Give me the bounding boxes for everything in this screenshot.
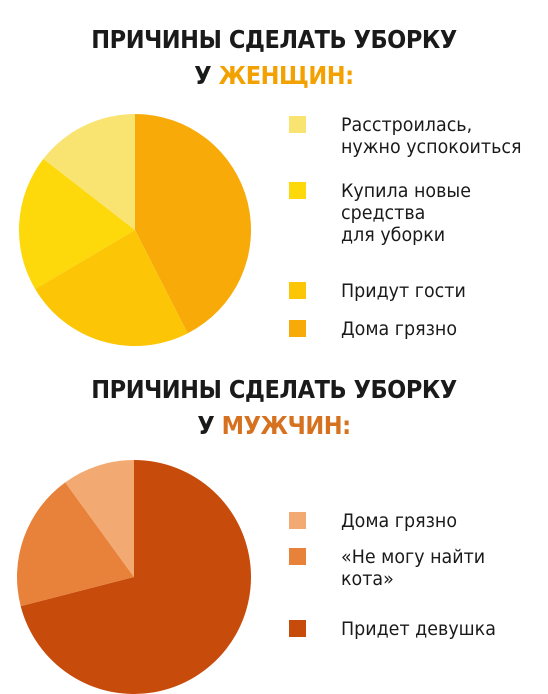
pie-chart-men	[17, 460, 251, 694]
legend-label: Дома грязно	[341, 510, 458, 532]
pie-slice-1	[43, 114, 135, 230]
legend-label: Купила новые средства для уборки	[341, 180, 471, 246]
legend-swatch	[289, 512, 306, 529]
pie-slice-2	[17, 482, 134, 607]
chart-title-men-prefix: У	[197, 411, 215, 440]
chart-title-women-prefix: У	[194, 61, 212, 90]
legend-swatch	[289, 620, 306, 637]
pie-slice-2	[19, 158, 135, 290]
chart-title-women-highlight: ЖЕНЩИН:	[218, 61, 355, 90]
legend-men: Дома грязно «Не могу найти кота» Придет де…	[287, 510, 542, 650]
legend-swatch	[289, 548, 306, 565]
chart-title-women-line1: ПРИЧИНЫ СДЕЛАТЬ УБОРКУ	[91, 25, 457, 54]
chart-title-men: ПРИЧИНЫ СДЕЛАТЬ УБОРКУ У МУЖЧИН:	[27, 372, 520, 444]
legend-label: Расстроилась, нужно успокоиться	[341, 114, 522, 158]
legend-swatch	[289, 320, 306, 337]
pie-chart-women	[19, 114, 251, 346]
chart-title-women: ПРИЧИНЫ СДЕЛАТЬ УБОРКУ У ЖЕНЩИН:	[27, 22, 520, 94]
chart-title-men-line2: У МУЖЧИН:	[27, 408, 520, 444]
legend-swatch	[289, 282, 306, 299]
chart-title-men-line1: ПРИЧИНЫ СДЕЛАТЬ УБОРКУ	[91, 375, 457, 404]
legend-women: Расстроилась, нужно успокоиться Купила но…	[287, 114, 542, 354]
pie-slice-3	[20, 460, 251, 694]
chart-title-men-highlight: МУЖЧИН:	[221, 411, 351, 440]
legend-label: «Не могу найти кота»	[341, 546, 486, 590]
chart-title-women-line2: У ЖЕНЩИН:	[27, 58, 520, 94]
legend-swatch	[289, 116, 306, 133]
legend-label: Придут гости	[341, 280, 466, 302]
legend-label: Дома грязно	[341, 318, 458, 340]
legend-swatch	[289, 182, 306, 199]
pie-slice-3	[35, 230, 188, 346]
legend-label: Придет девушка	[341, 618, 496, 640]
pie-slice-4	[135, 114, 251, 334]
pie-slice-1	[65, 460, 134, 577]
